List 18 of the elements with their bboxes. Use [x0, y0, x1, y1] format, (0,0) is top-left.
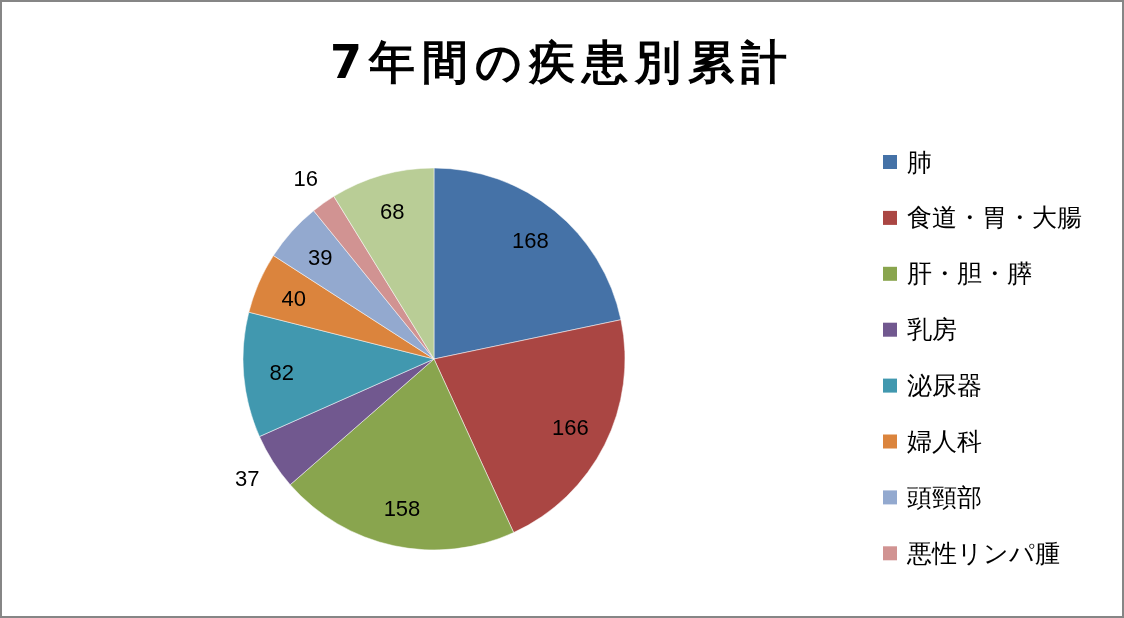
legend-label: 頭頸部 [907, 482, 982, 512]
data-label: 82 [269, 359, 294, 385]
data-label: 16 [293, 165, 319, 191]
legend-label: 婦人科 [907, 427, 982, 456]
legend-label: 肺 [907, 147, 932, 177]
data-label: 40 [281, 285, 307, 311]
legend-label: 乳房 [907, 315, 957, 345]
data-label: 168 [511, 227, 549, 253]
chart-title: 7年間の疾患別累計 [329, 35, 795, 89]
data-label: 166 [552, 415, 589, 441]
legend-label: 食道・胃・大腸 [907, 203, 1082, 233]
data-label: 158 [383, 495, 421, 521]
legend-label: 悪性リンパ腫 [906, 538, 1060, 568]
legend-label: 肝・胆・膵 [907, 259, 1032, 289]
legend-label: 泌尿器 [907, 371, 982, 401]
data-label: 68 [380, 199, 405, 225]
data-label: 37 [235, 465, 260, 491]
data-label: 39 [307, 244, 333, 270]
